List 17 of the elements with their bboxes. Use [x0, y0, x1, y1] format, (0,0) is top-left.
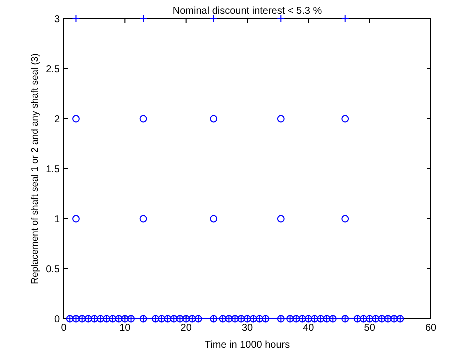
chart-title: Nominal discount interest < 5.3 %: [172, 6, 322, 17]
x-tick-label: 10: [120, 323, 132, 334]
x-tick-label: 50: [364, 323, 376, 334]
x-axis-title: Time in 1000 hours: [204, 340, 290, 351]
y-axis-title: Replacement of shaft seal 1 or 2 and any shaft seal (3): [30, 54, 41, 284]
y-tick-label: 2: [54, 114, 60, 126]
x-tick-label: 30: [242, 323, 254, 334]
y-tick-label: 2.5: [46, 64, 60, 76]
x-tick-label: 60: [425, 323, 437, 334]
x-tick-label: 0: [61, 323, 68, 334]
y-tick-label: 0: [54, 314, 60, 326]
y-tick-label: 0.5: [46, 264, 60, 276]
y-tick-label: 1.5: [46, 164, 60, 176]
x-tick-label: 40: [303, 323, 315, 334]
y-tick-label: 1: [54, 214, 60, 226]
x-tick-label: 20: [180, 323, 192, 334]
y-tick-label: 3: [54, 14, 60, 26]
